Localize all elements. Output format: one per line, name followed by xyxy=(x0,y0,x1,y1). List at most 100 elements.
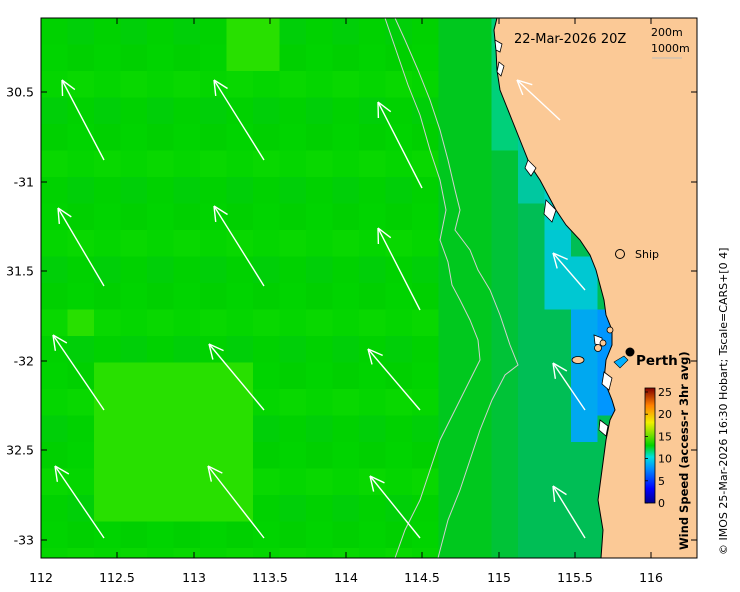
wind-arrow xyxy=(552,362,586,411)
grid-cell xyxy=(385,521,413,549)
grid-cell xyxy=(279,548,307,558)
grid-cell xyxy=(94,177,121,204)
grid-cell xyxy=(67,283,95,310)
grid-cell xyxy=(465,124,492,151)
grid-cell xyxy=(279,44,307,72)
y-tick-label: -33 xyxy=(14,533,34,548)
grid-cell xyxy=(518,521,545,549)
grid-cell xyxy=(253,256,280,284)
grid-cell xyxy=(41,18,68,45)
grid-cell xyxy=(120,124,148,151)
grid-cell xyxy=(200,230,227,257)
grid-cell xyxy=(226,18,254,45)
grid-cell xyxy=(253,97,280,125)
grid-cell xyxy=(385,415,413,443)
grid-cell xyxy=(571,309,598,337)
grid-cell xyxy=(306,309,333,337)
wind-arrow xyxy=(516,79,561,121)
grid-cell xyxy=(147,18,174,45)
grid-cell xyxy=(465,362,492,390)
grid-cell xyxy=(94,336,121,363)
grid-cell xyxy=(200,97,227,125)
colorbar: 25 20 15 10 5 0 Wind Speed (access-r 3hr avg) xyxy=(644,351,691,550)
grid-cell xyxy=(412,203,439,231)
grid-cell xyxy=(385,203,413,231)
grid-cell xyxy=(491,309,519,337)
grid-cell xyxy=(226,521,254,549)
grid-cell xyxy=(332,336,360,363)
grid-cell xyxy=(491,203,519,231)
grid-cell xyxy=(544,415,572,443)
grid-cell xyxy=(359,283,386,310)
grid-cell xyxy=(120,230,148,257)
grid-cell xyxy=(67,521,95,549)
grid-cell xyxy=(173,71,201,98)
grid-cell xyxy=(412,256,439,284)
grid-cell xyxy=(67,256,95,284)
grid-cell xyxy=(147,177,174,204)
grid-cell xyxy=(253,521,280,549)
x-tick-label: 113 xyxy=(182,570,206,585)
grid-cell xyxy=(67,548,95,558)
grid-cell xyxy=(571,283,598,310)
grid-cell xyxy=(332,44,360,72)
grid-cell xyxy=(226,124,254,151)
grid-cell xyxy=(306,256,333,284)
grid-cell xyxy=(306,548,333,558)
grid-cell xyxy=(120,97,148,125)
grid-cell xyxy=(94,44,121,72)
grid-cell xyxy=(173,495,201,522)
grid-cell xyxy=(571,468,598,496)
grid-cell xyxy=(518,283,545,310)
grid-cell xyxy=(385,177,413,204)
wind-arrow xyxy=(367,348,421,411)
wind-arrow xyxy=(213,205,265,287)
grid-cell xyxy=(465,389,492,416)
grid-cell xyxy=(332,442,360,469)
grid-cell xyxy=(359,230,386,257)
grid-cell xyxy=(412,521,439,549)
grid-cell xyxy=(279,362,307,390)
grid-cell xyxy=(306,521,333,549)
grid-cell xyxy=(491,150,519,178)
grid-cell xyxy=(385,389,413,416)
grid-cell xyxy=(41,150,68,178)
grid-cell xyxy=(412,177,439,204)
grid-cell xyxy=(94,71,121,98)
y-tick-label: 31.5 xyxy=(6,264,34,279)
colorbar-title: Wind Speed (access-r 3hr avg) xyxy=(677,351,691,550)
grid-cell xyxy=(438,230,466,257)
grid-cell xyxy=(173,468,201,496)
grid-cell xyxy=(173,230,201,257)
grid-cell xyxy=(120,71,148,98)
grid-cell xyxy=(120,336,148,363)
grid-cell xyxy=(41,256,68,284)
grid-cell xyxy=(94,468,121,496)
grid-cell xyxy=(226,442,254,469)
grid-cell xyxy=(253,336,280,363)
grid-cell xyxy=(226,309,254,337)
grid-cell xyxy=(173,309,201,337)
grid-cell xyxy=(306,71,333,98)
grid-cell xyxy=(465,468,492,496)
grid-cell xyxy=(332,495,360,522)
grid-cell xyxy=(226,44,254,72)
grid-cell xyxy=(253,230,280,257)
grid-cell xyxy=(438,150,466,178)
grid-cell xyxy=(359,124,386,151)
contour-200m xyxy=(394,18,519,558)
grid-cell xyxy=(173,124,201,151)
grid-cell xyxy=(491,177,519,204)
grid-cell xyxy=(465,495,492,522)
islands xyxy=(571,326,614,364)
grid-cell xyxy=(332,124,360,151)
grid-cell xyxy=(94,521,121,549)
grid-cell xyxy=(94,203,121,231)
perth-marker: Perth xyxy=(613,347,678,369)
grid-cell xyxy=(200,18,227,45)
ship-label: Ship xyxy=(635,248,659,261)
grid-cell xyxy=(279,521,307,549)
grid-cell xyxy=(412,415,439,443)
grid-cell xyxy=(491,124,519,151)
grid-cell xyxy=(359,71,386,98)
